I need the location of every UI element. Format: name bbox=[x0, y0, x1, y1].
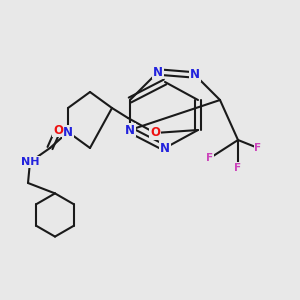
Text: N: N bbox=[63, 125, 73, 139]
Text: N: N bbox=[125, 124, 135, 136]
Text: N: N bbox=[160, 142, 170, 154]
Text: N: N bbox=[190, 68, 200, 82]
Text: O: O bbox=[150, 127, 160, 140]
Text: F: F bbox=[234, 163, 242, 173]
Text: N: N bbox=[153, 65, 163, 79]
Text: NH: NH bbox=[21, 157, 39, 167]
Text: O: O bbox=[53, 124, 63, 136]
Text: F: F bbox=[254, 143, 262, 153]
Text: F: F bbox=[206, 153, 214, 163]
